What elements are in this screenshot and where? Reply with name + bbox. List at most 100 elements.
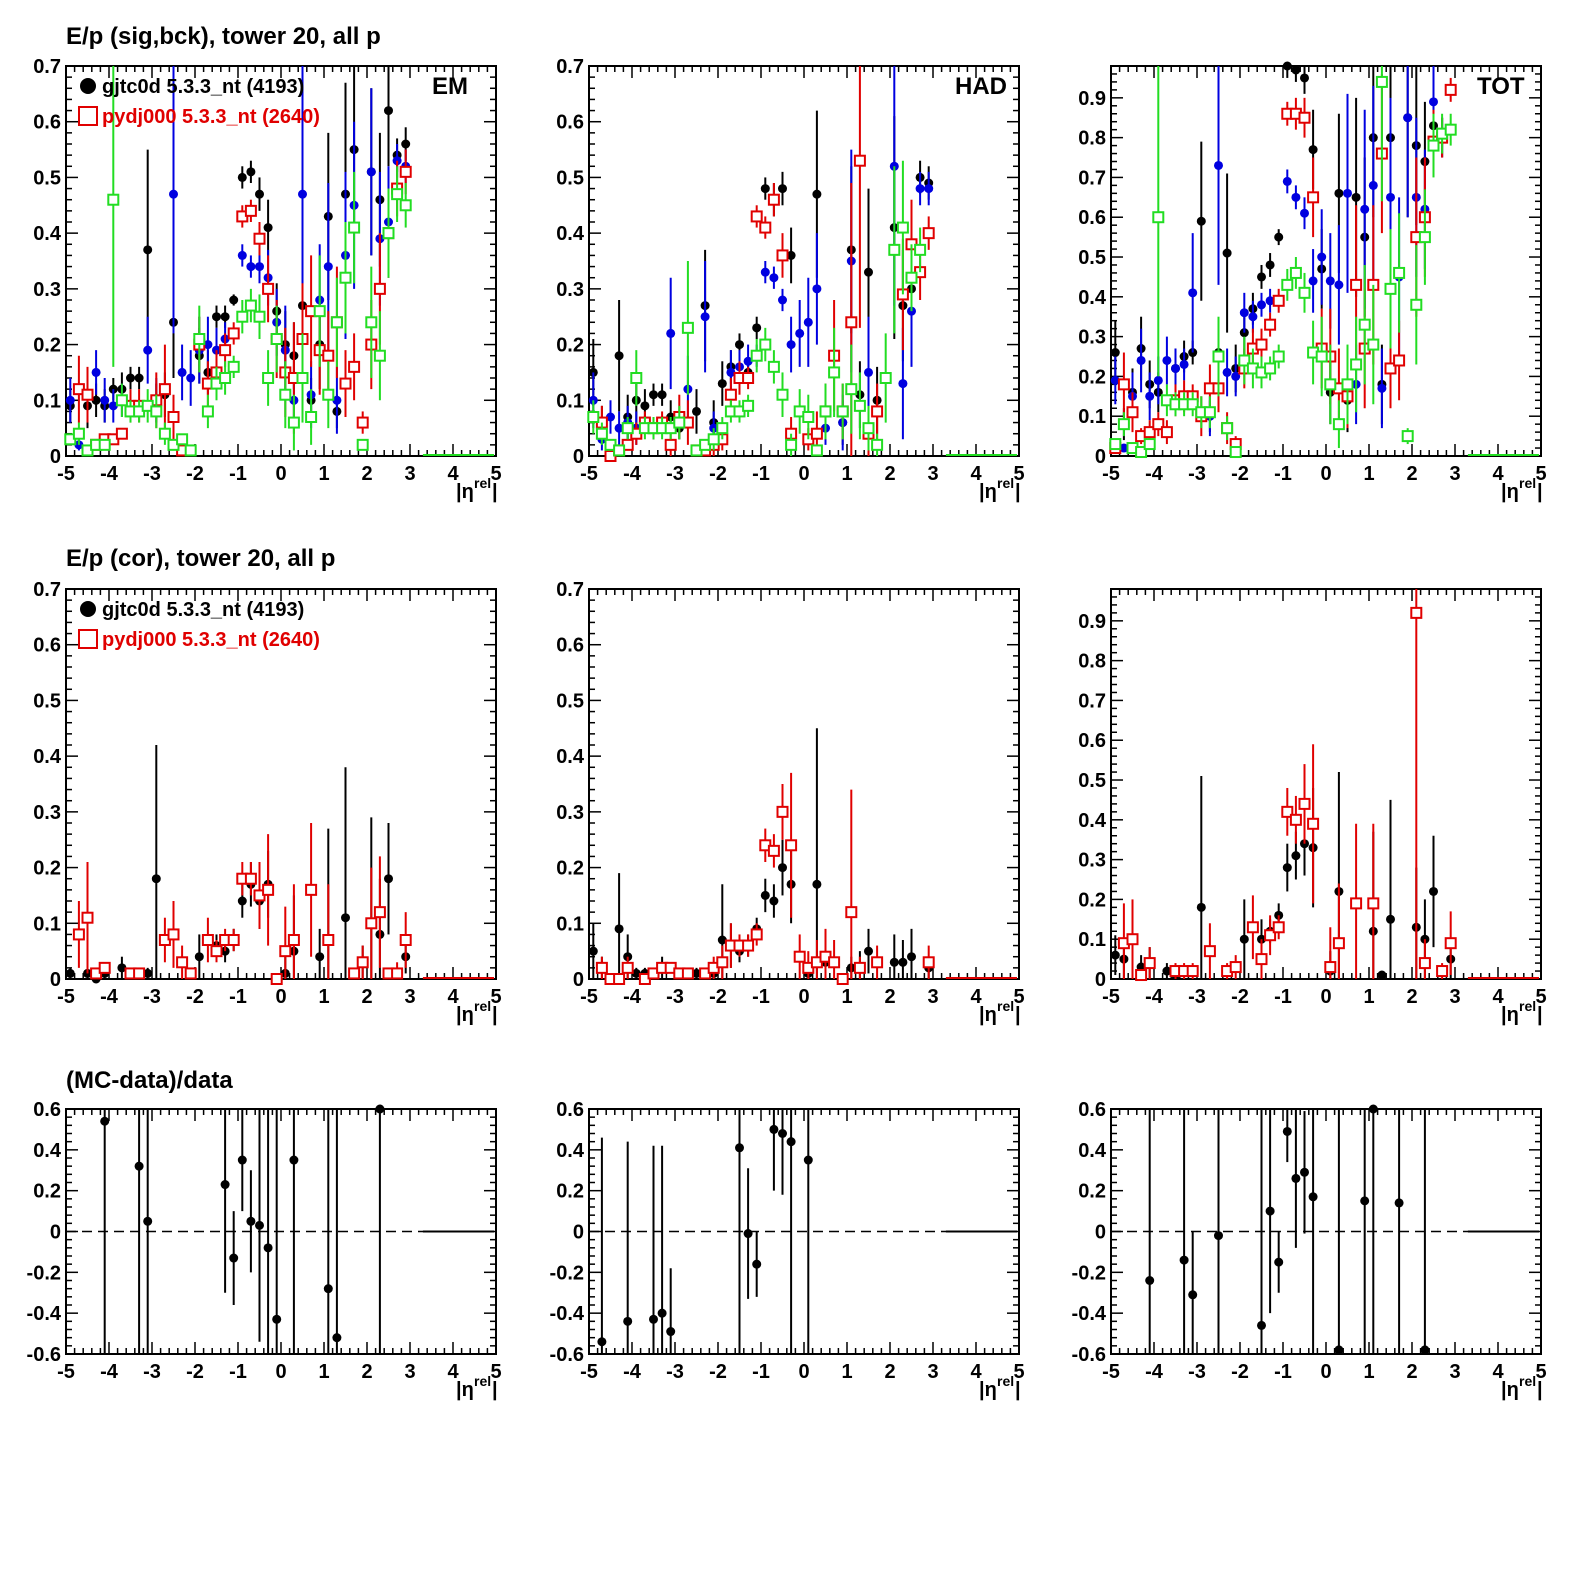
x-tick-label: 4 bbox=[447, 986, 459, 1008]
data-point bbox=[1300, 208, 1309, 218]
data-point bbox=[864, 267, 873, 277]
x-tick-label: -4 bbox=[1145, 463, 1164, 485]
data-point bbox=[631, 968, 641, 978]
x-tick-label: 3 bbox=[927, 1361, 938, 1383]
data-point bbox=[743, 356, 753, 366]
data-point bbox=[812, 189, 822, 199]
data-point bbox=[597, 1337, 607, 1347]
data-point bbox=[244, 872, 257, 885]
data-point bbox=[167, 411, 180, 423]
x-tick-label: 0 bbox=[798, 463, 809, 485]
data-point bbox=[836, 973, 849, 985]
data-point bbox=[1386, 914, 1395, 924]
data-point bbox=[735, 340, 744, 350]
data-point bbox=[1444, 937, 1457, 950]
data-point bbox=[1135, 446, 1148, 459]
data-point bbox=[134, 373, 144, 383]
x-tick-label: 4 bbox=[970, 1361, 982, 1383]
x-axis-title-superscript: rel bbox=[997, 1373, 1014, 1389]
x-axis-title-close: | bbox=[1537, 481, 1543, 503]
data-point bbox=[1196, 902, 1206, 912]
data-point bbox=[778, 1129, 787, 1138]
legend-label: gjtc0d 5.3.3_nt (4193) bbox=[102, 599, 304, 621]
data-point bbox=[769, 273, 779, 283]
data-point bbox=[1377, 383, 1387, 393]
data-point bbox=[1367, 338, 1380, 351]
data-point bbox=[905, 271, 918, 284]
y-tick-label: 0 bbox=[50, 446, 61, 468]
x-axis-title-close: | bbox=[1015, 481, 1021, 503]
x-tick-label: -2 bbox=[186, 1361, 204, 1383]
data-point bbox=[657, 1308, 667, 1318]
data-point bbox=[1384, 282, 1397, 295]
x-tick-label: 5 bbox=[1013, 986, 1024, 1008]
x-tick-label: 5 bbox=[490, 1361, 501, 1383]
x-tick-label: 2 bbox=[884, 463, 895, 485]
y-tick-label: 0.7 bbox=[1078, 690, 1106, 712]
data-point bbox=[621, 422, 634, 435]
data-point bbox=[1257, 272, 1266, 282]
data-point bbox=[776, 805, 789, 818]
data-point bbox=[296, 372, 309, 384]
data-point bbox=[1300, 1167, 1309, 1177]
y-tick-label: 0.5 bbox=[33, 167, 61, 189]
x-tick-label: 5 bbox=[1013, 463, 1024, 485]
x-tick-label: 0 bbox=[275, 986, 286, 1008]
data-point bbox=[184, 967, 197, 980]
data-point bbox=[1222, 248, 1232, 258]
y-tick-label: 0.8 bbox=[1078, 128, 1106, 150]
x-tick-label: 2 bbox=[361, 463, 372, 485]
panel-tag: HAD bbox=[955, 73, 1007, 100]
data-point bbox=[365, 316, 378, 329]
data-point bbox=[1203, 406, 1216, 419]
y-tick-label: 0.2 bbox=[1078, 1181, 1106, 1203]
data-point bbox=[1239, 934, 1249, 944]
data-point bbox=[150, 405, 163, 418]
x-axis-title-close: | bbox=[1015, 1379, 1021, 1401]
x-tick-label: 1 bbox=[1363, 1361, 1374, 1383]
x-tick-label: 1 bbox=[318, 463, 329, 485]
data-point bbox=[606, 412, 615, 422]
data-point bbox=[1325, 276, 1335, 286]
y-tick-label: 0.3 bbox=[1078, 327, 1106, 349]
data-point bbox=[767, 360, 780, 373]
data-point bbox=[1222, 367, 1232, 377]
data-point bbox=[803, 1155, 813, 1165]
x-axis-title-close: | bbox=[1015, 1004, 1021, 1026]
x-tick-label: -3 bbox=[666, 463, 684, 485]
data-point bbox=[750, 349, 763, 362]
series-green-open-square bbox=[64, 66, 412, 457]
y-tick-label: 0.7 bbox=[556, 579, 584, 601]
data-point bbox=[1324, 961, 1337, 974]
y-tick-label: -0.2 bbox=[550, 1262, 584, 1284]
data-point bbox=[1272, 921, 1285, 934]
x-axis-title-superscript: rel bbox=[1519, 998, 1536, 1014]
data-point bbox=[853, 154, 866, 167]
data-point bbox=[819, 405, 832, 418]
data-point bbox=[743, 1229, 753, 1239]
data-point bbox=[176, 433, 189, 446]
data-point bbox=[750, 928, 763, 941]
x-tick-label: 1 bbox=[318, 986, 329, 1008]
data-point bbox=[1221, 422, 1234, 435]
series-green-open-square bbox=[587, 160, 927, 457]
data-point bbox=[322, 349, 335, 362]
data-point bbox=[1324, 378, 1337, 391]
data-point bbox=[219, 372, 232, 384]
data-point bbox=[1264, 318, 1277, 331]
y-tick-label: 0.7 bbox=[556, 56, 584, 78]
data-point bbox=[750, 210, 763, 223]
data-point bbox=[1196, 216, 1206, 226]
data-point bbox=[1188, 1290, 1198, 1300]
panel-em-ratio: -5 -4 -3 -2 -1 0 1 2 3 4 5 -0.6 -0.4 -0.2 0 0.2 0.4 0.6 |η… bbox=[27, 1099, 502, 1401]
data-point bbox=[1420, 1345, 1430, 1355]
x-tick-label: 2 bbox=[884, 986, 895, 1008]
data-point bbox=[1117, 418, 1130, 431]
data-point bbox=[108, 401, 118, 411]
data-point bbox=[193, 333, 206, 345]
x-tick-label: 4 bbox=[447, 463, 459, 485]
data-point bbox=[664, 438, 677, 451]
data-point bbox=[158, 383, 171, 396]
data-point bbox=[666, 1327, 676, 1337]
